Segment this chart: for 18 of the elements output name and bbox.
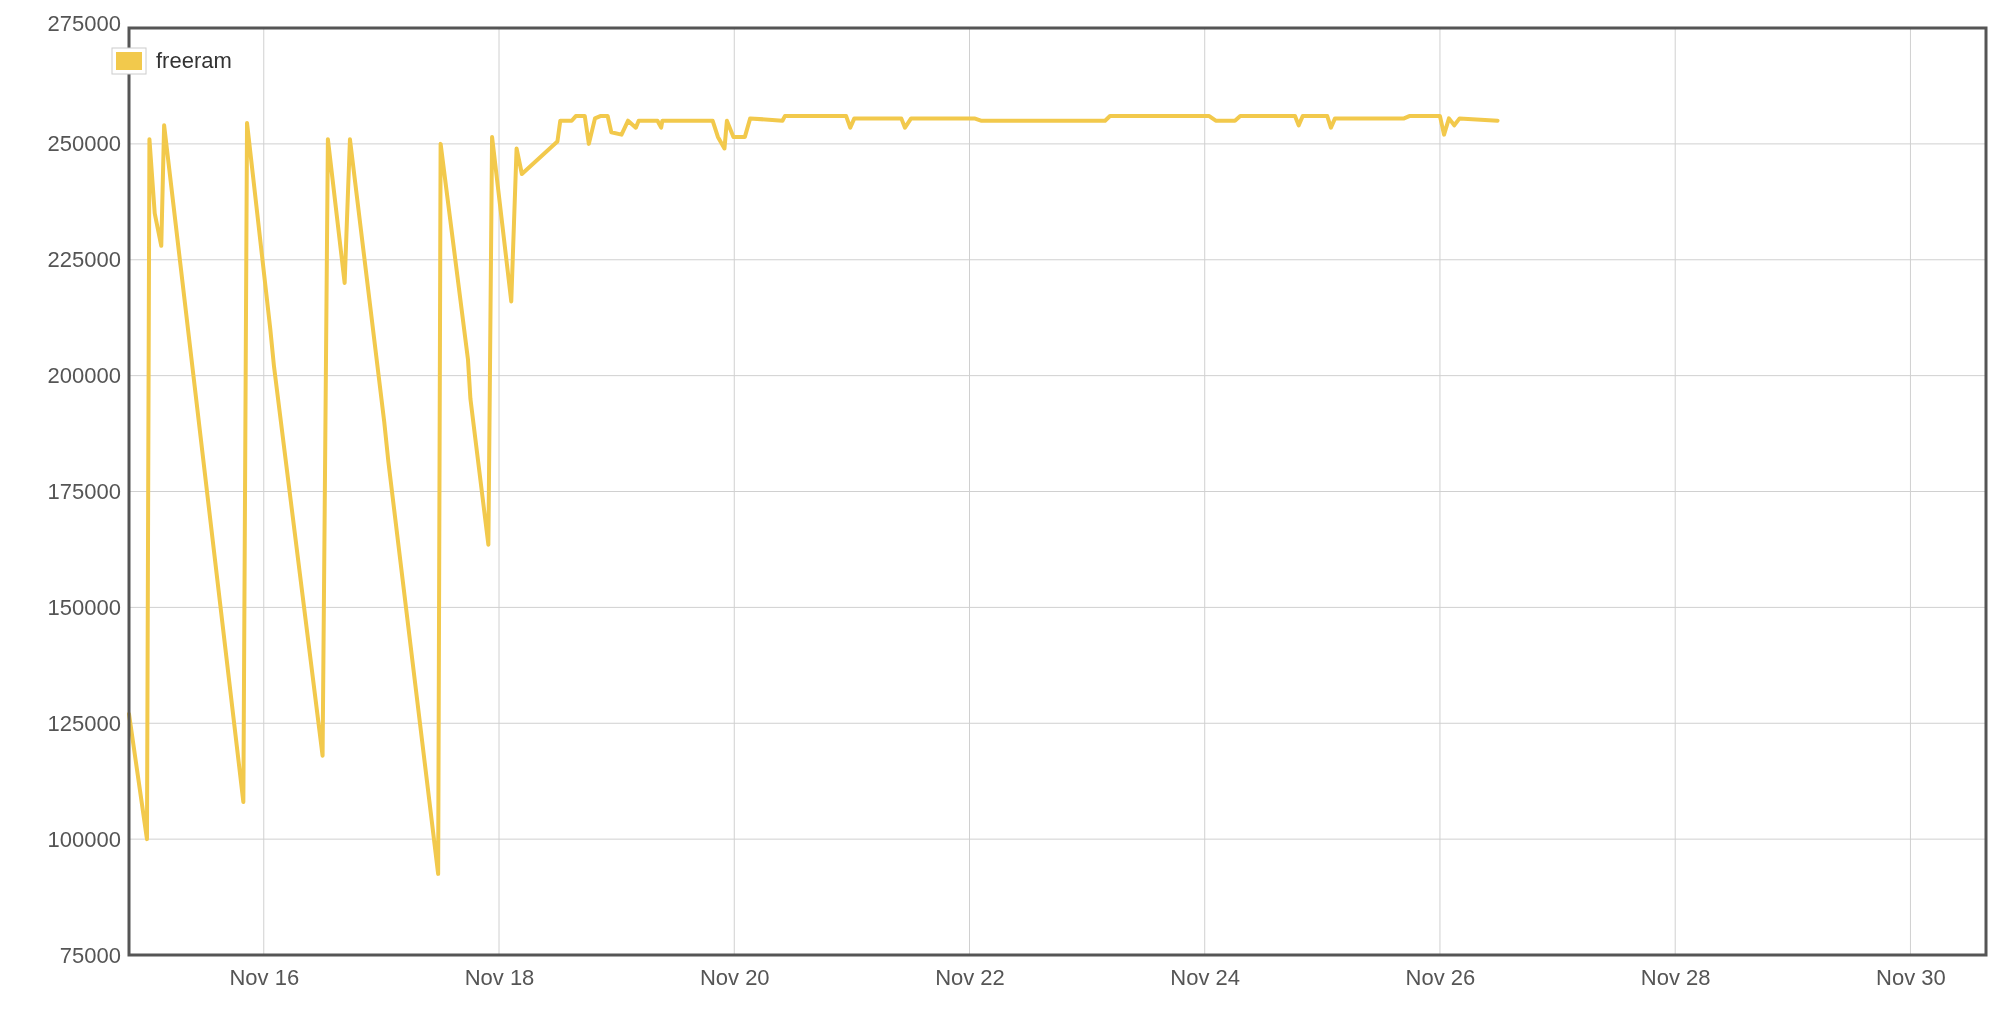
x-tick-label: Nov 20	[699, 964, 770, 990]
x-tick-label: Nov 28	[1640, 964, 1711, 990]
y-tick-label: 150000	[47, 594, 121, 620]
y-tick-label: 250000	[47, 131, 121, 157]
y-tick-label: 175000	[47, 479, 121, 505]
x-tick-label: Nov 16	[229, 964, 300, 990]
legend-label: freeram	[156, 48, 232, 73]
y-tick-label: 125000	[47, 710, 121, 736]
y-tick-label: 225000	[47, 247, 121, 273]
x-tick-label: Nov 22	[935, 964, 1005, 990]
x-tick-label: Nov 26	[1405, 964, 1476, 990]
x-tick-label: Nov 30	[1876, 964, 1946, 990]
y-tick-label: 200000	[47, 363, 121, 389]
x-tick-label: Nov 18	[464, 964, 535, 990]
x-tick-label: Nov 24	[1170, 964, 1241, 990]
y-tick-label: 275000	[47, 10, 121, 36]
y-tick-label: 100000	[47, 826, 121, 852]
y-tick-label: 75000	[59, 942, 121, 968]
